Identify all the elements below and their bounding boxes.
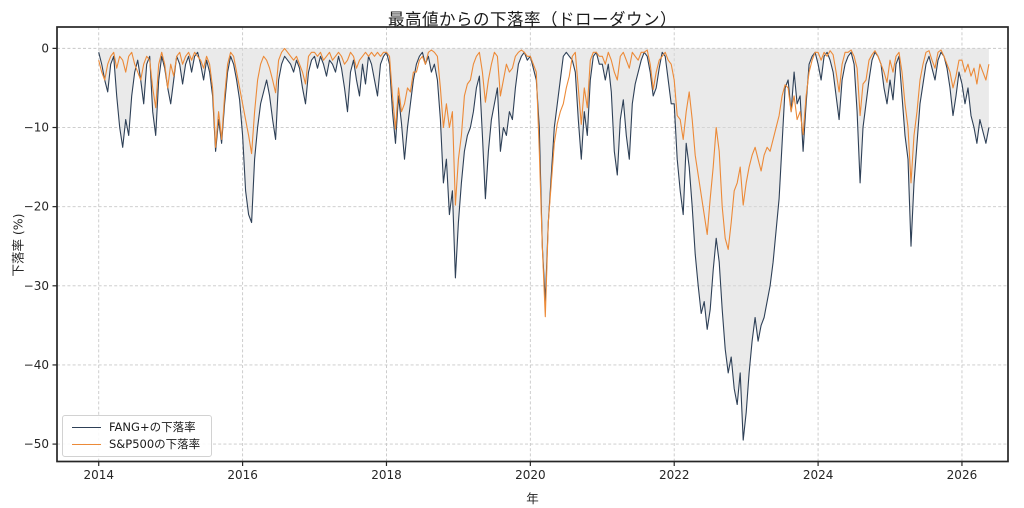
chart-title: 最高値からの下落率（ドローダウン） (388, 10, 677, 29)
plot-spines (56, 26, 1009, 463)
legend-label-fang: FANG+の下落率 (109, 420, 196, 434)
y-tick-label: −20 (24, 200, 49, 214)
x-tick-label: 2018 (371, 468, 402, 482)
legend-item-fang: FANG+の下落率 (72, 420, 200, 434)
y-tick-label: −50 (24, 437, 49, 451)
legend-line-swatch-sp500 (72, 443, 101, 445)
x-tick-label: 2014 (83, 468, 114, 482)
legend: FANG+の下落率 S&P500の下落率 (62, 415, 213, 457)
y-tick-label: −30 (24, 279, 49, 293)
series-fill-0 (98, 48, 989, 441)
x-tick-label: 2024 (803, 468, 834, 482)
x-tick-label: 2016 (227, 468, 258, 482)
y-tick-label: 0 (41, 41, 49, 55)
series-line-1 (98, 47, 990, 318)
x-axis-label: 年 (526, 491, 539, 506)
y-tick-label: −40 (24, 358, 49, 372)
legend-line-swatch-fang (72, 427, 101, 429)
x-tick-label: 2026 (947, 468, 978, 482)
legend-label-sp500: S&P500の下落率 (109, 436, 201, 451)
x-tick-label: 2022 (659, 468, 690, 482)
x-tick-label: 2020 (515, 468, 546, 482)
y-tick-label: −10 (24, 121, 49, 135)
legend-item-sp500: S&P500の下落率 (72, 436, 201, 451)
